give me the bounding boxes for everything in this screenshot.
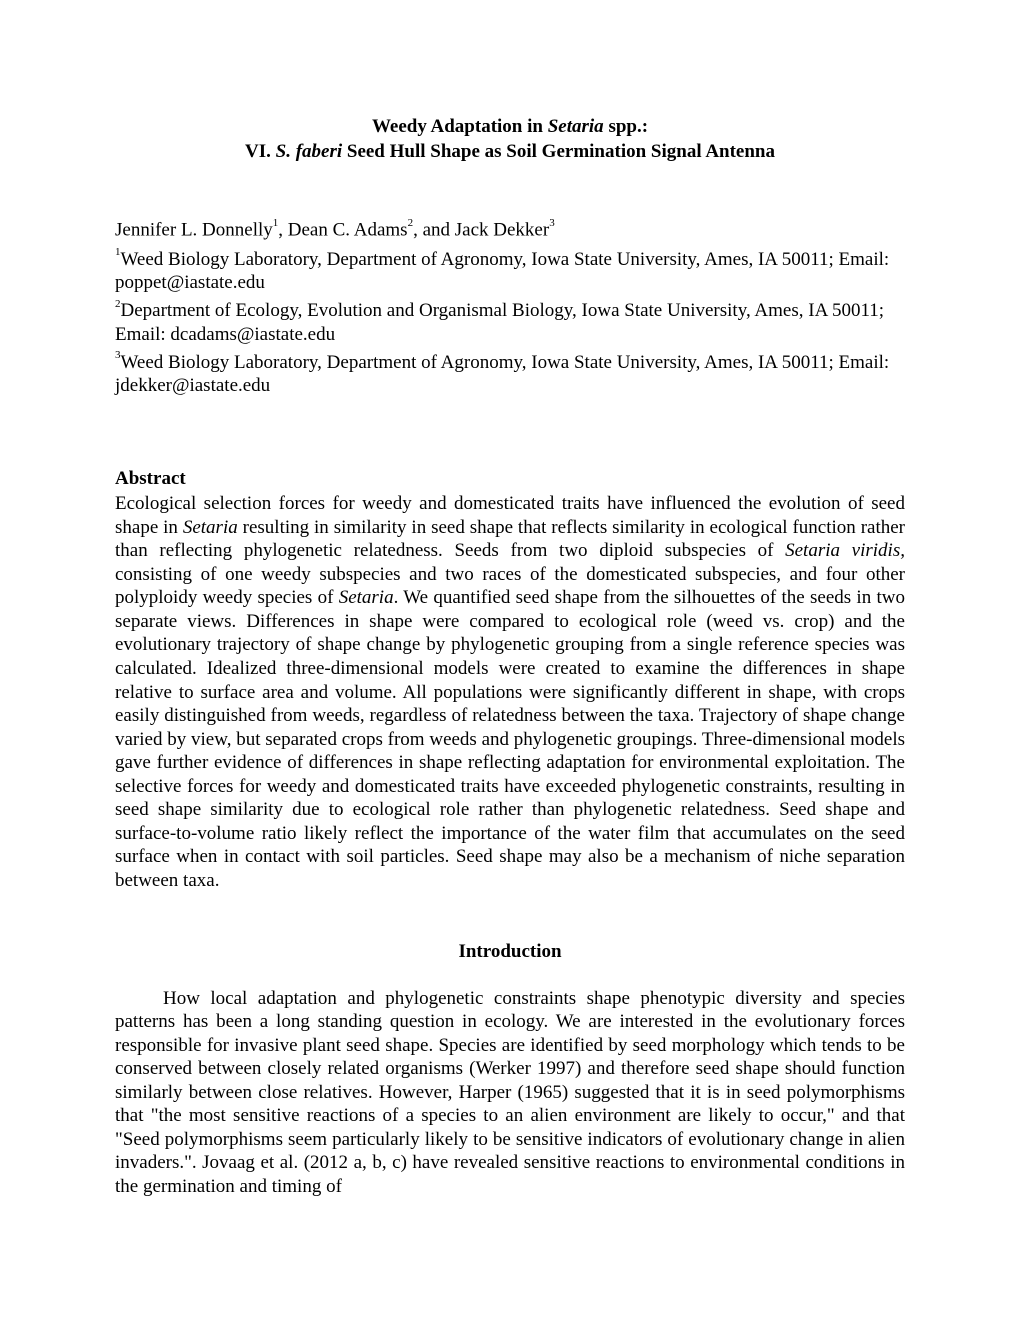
affiliation-3: 3Weed Biology Laboratory, Department of … [115,351,905,399]
title-italic-1: Setaria [548,116,604,137]
title-line2-part2: Seed Hull Shape as Soil Germination Sign… [342,141,775,162]
abstract-italic-3: Setaria [339,587,394,608]
abstract-heading: Abstract [115,468,905,490]
abstract-part4: . We quantified seed shape from the silh… [115,587,905,891]
author-1: Jennifer L. Donnelly [115,220,273,241]
abstract-block: Abstract Ecological selection forces for… [115,468,905,892]
affil-text-2: Department of Ecology, Evolution and Org… [115,300,884,345]
author-sep-1: , [278,220,288,241]
affil-text-1: Weed Biology Laboratory, Department of A… [115,249,889,294]
author-2: Dean C. Adams [288,220,408,241]
author-sup-1: 1 [273,217,279,229]
author-sup-3: 3 [549,217,555,229]
affiliation-2: 2Department of Ecology, Evolution and Or… [115,299,905,347]
introduction-text: How local adaptation and phylogenetic co… [115,987,905,1199]
title-block: Weedy Adaptation in Setaria spp.: VI. S.… [115,115,905,164]
affil-num-1: 1 [115,246,121,258]
title-part2: spp.: [604,116,648,137]
abstract-italic-1: Setaria [183,517,238,538]
title-line-2: VI. S. faberi Seed Hull Shape as Soil Ge… [115,140,905,165]
abstract-italic-2: Setaria viridis, [785,540,905,561]
title-line-1: Weedy Adaptation in Setaria spp.: [115,115,905,140]
author-3: Jack Dekker [455,220,549,241]
affiliation-1: 1Weed Biology Laboratory, Department of … [115,248,905,296]
affil-text-3: Weed Biology Laboratory, Department of A… [115,352,889,397]
title-italic-2: S. faberi [276,141,343,162]
authors-line: Jennifer L. Donnelly1, Dean C. Adams2, a… [115,219,905,241]
title-line2-part1: VI. [245,141,276,162]
title-part1: Weedy Adaptation in [372,116,548,137]
introduction-heading: Introduction [115,941,905,963]
abstract-text: Ecological selection forces for weedy an… [115,492,905,892]
affil-num-3: 3 [115,349,121,361]
affil-num-2: 2 [115,298,121,310]
author-sup-2: 2 [408,217,414,229]
author-sep-2: , and [413,220,455,241]
